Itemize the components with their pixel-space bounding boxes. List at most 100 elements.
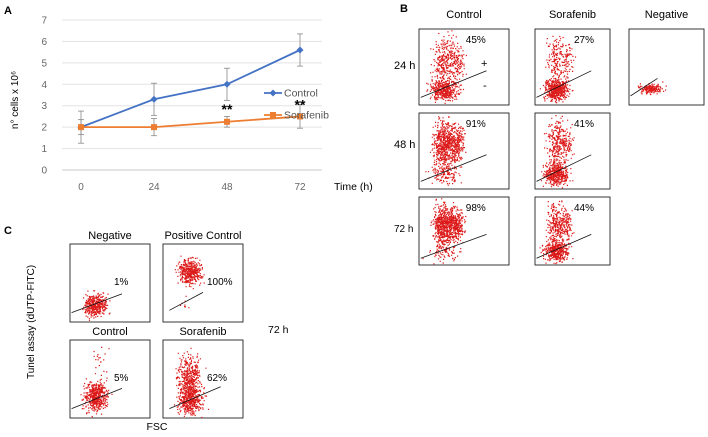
series-line [80,49,301,128]
plot-frame [69,243,151,323]
x-tick-label: 72 [294,182,306,193]
gate-line [420,70,487,98]
scatter-points [426,30,467,104]
x-tick-labels: 0 24 48 72 [78,182,306,193]
y-tick-label: 1 [41,144,47,155]
percent-label: 45% [466,35,486,46]
column-header: Negative [645,9,688,21]
percent-label: 44% [574,203,594,214]
scatter-points [173,347,210,419]
gate-line [169,386,221,410]
y-tick-labels: 0 1 2 3 4 5 6 7 [41,16,47,177]
panel-label-b: B [400,3,408,15]
scatter-points [540,115,575,189]
row-time-label: 48 h [394,139,415,151]
percent-label: 62% [207,373,227,384]
gate-line [169,292,204,311]
plot-frame [418,112,510,190]
scatter-points [174,255,205,309]
gate-positive-label: + [481,58,487,70]
scatter-points [422,198,467,265]
percent-label: 1% [114,277,129,288]
percent-label: 91% [466,119,486,130]
dot-plot-72h-control: 98% [418,196,510,266]
percent-label: 98% [466,203,486,214]
percent-label: 41% [574,119,594,130]
scatter-points [80,346,113,418]
panel-c-time-label: 72 h [268,324,289,336]
gate-negative-label: - [483,80,487,92]
gridlines [62,19,322,171]
significance-marker: ** [222,101,233,117]
dot-plot-72h-sorafenib: 44% [534,196,611,266]
data-point [223,80,231,88]
percent-label: 27% [574,35,594,46]
legend-item: Sorafenib [264,110,329,122]
x-axis-label: Time (h) [334,181,373,193]
column-header: Sorafenib [549,9,596,21]
series-line [81,115,301,129]
x-tick-label: 0 [78,182,84,193]
legend-label: Control [284,88,318,100]
plot-title: Negative [88,230,131,242]
legend-item: Control [264,88,318,100]
y-tick-label: 3 [41,101,47,112]
panel-label-a: A [4,5,12,17]
gate-line [420,234,487,259]
gate-line [71,387,123,410]
y-tick-label: 7 [41,16,47,27]
y-tick-label: 6 [41,37,47,48]
data-point [224,118,230,125]
panel-b-flow-plots: Control Sorafenib Negative 24 h 48 h 72 h 45% +… [394,9,705,266]
gate-line [536,234,592,259]
gate-line [536,70,592,98]
gate-line [420,154,487,182]
tunel-plot-negative: 1% [69,243,151,323]
panel-label-c: C [4,225,12,237]
legend-label: Sorafenib [284,110,329,122]
panel-c-y-label: Tunel assay (dUTP-FITC) [26,265,37,379]
tunel-plot-sorafenib: 62% [162,339,244,419]
data-point [297,113,303,120]
scatter-points [539,35,577,104]
legend: Control Sorafenib [264,88,329,122]
panel-c-x-label: FSC [147,421,168,433]
series-sorafenib [78,104,303,137]
x-tick-label: 24 [148,182,160,193]
significance-marker: ** [295,97,306,113]
y-tick-label: 5 [41,58,47,69]
dot-plot-24h-control: 45% + - [418,28,510,106]
plot-title: Control [92,326,127,338]
data-point [150,95,158,103]
plot-frame [628,28,705,106]
scatter-points [425,116,467,186]
row-time-label: 72 h [394,224,413,235]
x-tick-label: 48 [221,182,233,193]
panel-a-line-chart: 0 1 2 3 4 5 6 7 0 24 48 72 ** ** n° cells x 10⁶ Tim… [10,16,373,194]
annotations: ** ** [222,97,306,117]
plot-title: Positive Control [164,230,241,242]
gate-line [630,78,658,97]
legend-marker [270,112,276,118]
scatter-points [539,200,575,265]
y-tick-label: 4 [41,80,47,91]
gate-line [71,293,123,314]
plot-title: Sorafenib [179,326,226,338]
scatter-points [82,290,111,321]
dot-plot-24h-sorafenib: 27% [534,28,611,106]
series-group [77,33,304,144]
y-tick-label: 2 [41,123,47,134]
row-time-label: 24 h [394,60,415,72]
panel-c-tunel-plots: Tunel assay (dUTP-FITC) FSC 72 h Negativ… [26,230,289,433]
column-header: Control [446,9,481,21]
y-tick-label: 0 [41,166,47,177]
dot-plot-negative [628,28,705,106]
legend-marker [269,89,277,97]
scatter-points [637,81,667,96]
y-axis-label: n° cells x 10⁶ [10,71,21,129]
plot-frame [69,339,151,419]
dot-plot-48h-sorafenib: 41% [534,112,611,190]
data-point [296,46,304,54]
dot-plot-48h-control: 91% [418,112,510,190]
